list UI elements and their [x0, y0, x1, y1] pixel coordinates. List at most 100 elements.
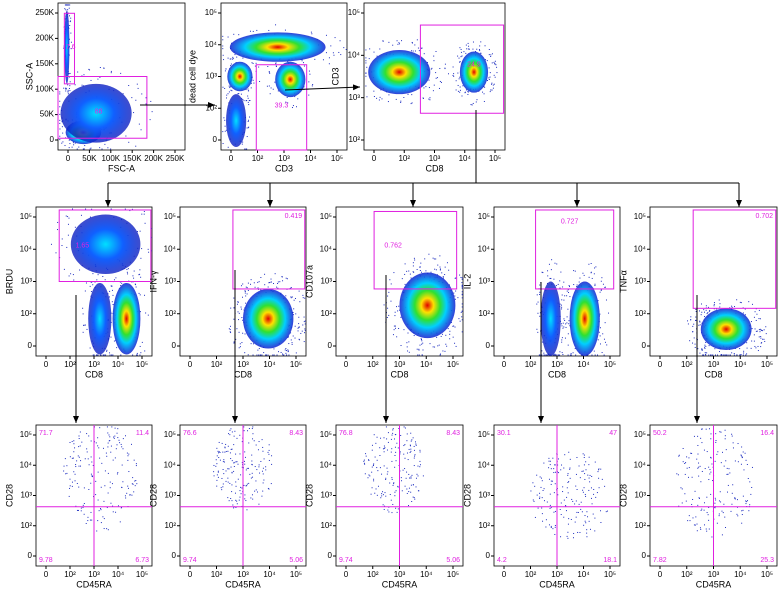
- event-dot: [396, 336, 398, 338]
- event-dot: [113, 437, 115, 439]
- event-dot: [95, 480, 97, 482]
- x-tick-label: 10³: [394, 360, 406, 369]
- event-dot: [543, 352, 545, 354]
- event-dot: [684, 463, 686, 465]
- event-dot: [549, 507, 551, 509]
- event-dot: [740, 354, 742, 356]
- event-dot: [295, 352, 297, 354]
- event-dot: [712, 354, 714, 356]
- event-dot: [275, 65, 277, 67]
- event-dot: [559, 508, 561, 510]
- y-tick-label: 10⁴: [205, 40, 218, 49]
- event-dot: [63, 87, 65, 89]
- event-dot: [256, 29, 258, 31]
- event-dot: [383, 451, 385, 453]
- event-dot: [240, 285, 242, 287]
- event-dot: [567, 482, 569, 484]
- event-dot: [583, 454, 585, 456]
- event-dot: [444, 266, 446, 268]
- event-dot: [222, 131, 224, 133]
- event-dot: [375, 488, 377, 490]
- event-dot: [736, 513, 738, 515]
- event-dot: [69, 4, 71, 6]
- event-dot: [694, 346, 696, 348]
- event-dot: [258, 348, 260, 350]
- event-dot: [550, 468, 552, 470]
- event-dot: [132, 477, 134, 479]
- event-dot: [562, 322, 564, 324]
- event-dot: [729, 307, 731, 309]
- event-dot: [398, 305, 400, 307]
- event-dot: [117, 437, 119, 439]
- event-dot: [410, 103, 412, 105]
- event-dot: [733, 353, 735, 355]
- event-dot: [586, 532, 588, 534]
- event-dot: [387, 471, 389, 473]
- event-dot: [412, 50, 414, 52]
- event-dot: [708, 466, 710, 468]
- event-dot: [252, 426, 254, 428]
- event-dot: [270, 87, 272, 89]
- event-dot: [377, 485, 379, 487]
- event-dot: [126, 452, 128, 454]
- event-dot: [702, 354, 704, 356]
- event-dot: [435, 77, 437, 79]
- event-dot: [126, 492, 128, 494]
- event-dot: [593, 488, 595, 490]
- event-dot: [412, 496, 414, 498]
- event-dot: [68, 38, 70, 40]
- event-dot: [740, 454, 742, 456]
- event-dot: [716, 453, 718, 455]
- event-dot: [300, 332, 302, 334]
- event-dot: [325, 34, 327, 36]
- event-dot: [75, 505, 77, 507]
- event-dot: [89, 285, 91, 287]
- event-dot: [539, 293, 541, 295]
- event-dot: [408, 473, 410, 475]
- x-tick-label: 10³: [237, 570, 249, 579]
- event-dot: [419, 266, 421, 268]
- y-tick-label: 0: [642, 551, 647, 560]
- event-dot: [720, 431, 722, 433]
- event-dot: [112, 511, 114, 513]
- event-dot: [64, 18, 66, 20]
- event-dot: [276, 354, 278, 356]
- event-dot: [127, 485, 129, 487]
- y-tick-label: 10²: [320, 521, 332, 530]
- event-dot: [576, 511, 578, 513]
- event-dot: [121, 487, 123, 489]
- event-dot: [410, 50, 412, 52]
- y-tick-label: 10³: [634, 277, 646, 286]
- event-dot: [338, 51, 340, 53]
- event-dot: [751, 303, 753, 305]
- event-dot: [545, 354, 547, 356]
- event-dot: [404, 444, 406, 446]
- event-dot: [222, 483, 224, 485]
- event-dot: [392, 484, 394, 486]
- x-tick-label: 10²: [367, 570, 379, 579]
- event-dot: [268, 449, 270, 451]
- event-dot: [229, 87, 231, 89]
- event-dot: [64, 8, 66, 10]
- y-tick-label: 0: [328, 341, 333, 350]
- event-dot: [67, 9, 69, 11]
- event-dot: [290, 296, 292, 298]
- event-dot: [228, 468, 230, 470]
- event-dot: [455, 290, 457, 292]
- event-dot: [414, 455, 416, 457]
- event-dot: [259, 472, 261, 474]
- event-dot: [701, 442, 703, 444]
- event-dot: [433, 84, 435, 86]
- event-dot: [339, 40, 341, 42]
- event-dot: [397, 310, 399, 312]
- density-blob: [229, 32, 326, 62]
- x-tick-label: 0: [658, 360, 663, 369]
- gate-frequency: 7.6: [66, 44, 76, 51]
- event-dot: [233, 461, 235, 463]
- event-dot: [740, 455, 742, 457]
- event-dot: [387, 307, 389, 309]
- event-dot: [98, 510, 100, 512]
- event-dot: [144, 350, 146, 352]
- event-dot: [363, 459, 365, 461]
- event-dot: [750, 347, 752, 349]
